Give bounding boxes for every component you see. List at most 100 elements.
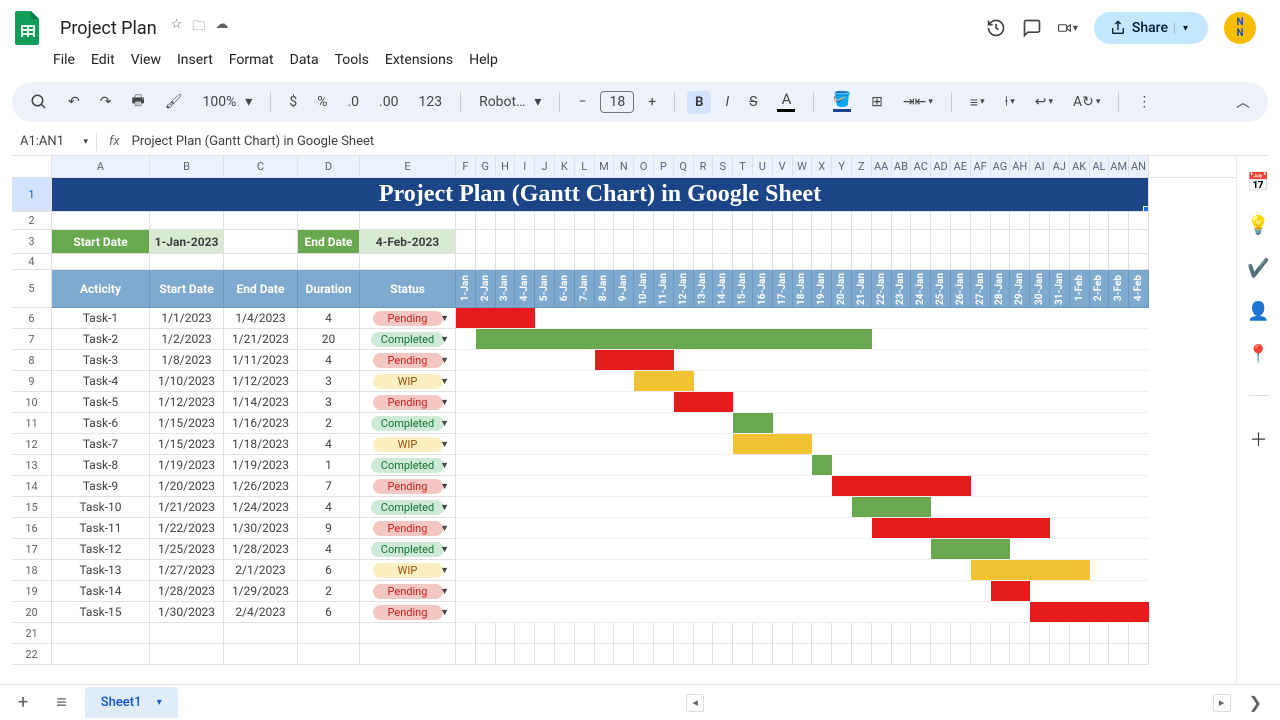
- history-icon[interactable]: [986, 18, 1006, 38]
- scroll-left-button[interactable]: ◂: [686, 694, 704, 712]
- bold-button[interactable]: B: [687, 91, 711, 114]
- dropdown-icon[interactable]: ▼: [440, 397, 449, 408]
- more-toolbar-icon[interactable]: ⋮: [1131, 90, 1157, 114]
- task-name[interactable]: Task-9: [52, 476, 150, 497]
- task-name[interactable]: Task-7: [52, 434, 150, 455]
- task-start[interactable]: 1/15/2023: [150, 434, 224, 455]
- cloud-icon[interactable]: ☁: [215, 17, 228, 39]
- menu-view[interactable]: View: [124, 48, 168, 72]
- task-start[interactable]: 1/15/2023: [150, 413, 224, 434]
- search-icon[interactable]: [24, 89, 54, 115]
- menu-insert[interactable]: Insert: [170, 48, 220, 72]
- task-status[interactable]: Pending ▼: [360, 581, 456, 602]
- task-status[interactable]: Pending ▼: [360, 602, 456, 623]
- task-name[interactable]: Task-2: [52, 329, 150, 350]
- dropdown-icon[interactable]: ▼: [440, 418, 449, 429]
- task-end[interactable]: 1/12/2023: [224, 371, 298, 392]
- task-start[interactable]: 1/28/2023: [150, 581, 224, 602]
- task-start[interactable]: 1/10/2023: [150, 371, 224, 392]
- dropdown-icon[interactable]: ▼: [440, 565, 449, 576]
- task-duration[interactable]: 4: [298, 434, 360, 455]
- comment-icon[interactable]: [1022, 18, 1042, 38]
- task-end[interactable]: 1/24/2023: [224, 497, 298, 518]
- task-end[interactable]: 2/1/2023: [224, 560, 298, 581]
- borders-button[interactable]: ⊞: [865, 90, 889, 114]
- task-end[interactable]: 1/19/2023: [224, 455, 298, 476]
- dropdown-icon[interactable]: ▼: [440, 523, 449, 534]
- task-name[interactable]: Task-8: [52, 455, 150, 476]
- task-end[interactable]: 1/14/2023: [224, 392, 298, 413]
- task-status[interactable]: Completed ▼: [360, 413, 456, 434]
- dropdown-icon[interactable]: ▼: [440, 607, 449, 618]
- task-start[interactable]: 1/12/2023: [150, 392, 224, 413]
- task-end[interactable]: 1/18/2023: [224, 434, 298, 455]
- sheets-logo[interactable]: [8, 8, 48, 48]
- dropdown-icon[interactable]: ▼: [440, 502, 449, 513]
- name-box[interactable]: A1:AN1▾: [12, 134, 96, 149]
- task-name[interactable]: Task-1: [52, 308, 150, 329]
- collapse-toolbar-icon[interactable]: ︿: [1230, 88, 1256, 116]
- task-duration[interactable]: 6: [298, 560, 360, 581]
- menu-format[interactable]: Format: [222, 48, 281, 72]
- task-end[interactable]: 1/11/2023: [224, 350, 298, 371]
- dropdown-icon[interactable]: ▼: [440, 460, 449, 471]
- task-status[interactable]: Pending ▼: [360, 350, 456, 371]
- task-start[interactable]: 1/21/2023: [150, 497, 224, 518]
- task-status[interactable]: Completed ▼: [360, 329, 456, 350]
- document-name[interactable]: Project Plan: [56, 16, 161, 41]
- task-duration[interactable]: 4: [298, 497, 360, 518]
- task-start[interactable]: 1/2/2023: [150, 329, 224, 350]
- task-duration[interactable]: 2: [298, 413, 360, 434]
- task-name[interactable]: Task-11: [52, 518, 150, 539]
- dropdown-icon[interactable]: ▼: [440, 376, 449, 387]
- task-status[interactable]: Completed ▼: [360, 455, 456, 476]
- task-start[interactable]: 1/8/2023: [150, 350, 224, 371]
- dropdown-icon[interactable]: ▼: [440, 544, 449, 555]
- task-status[interactable]: WIP ▼: [360, 371, 456, 392]
- currency-icon[interactable]: $: [283, 90, 303, 114]
- task-start[interactable]: 1/19/2023: [150, 455, 224, 476]
- font-size[interactable]: 18: [600, 91, 634, 113]
- task-duration[interactable]: 3: [298, 392, 360, 413]
- title-cell[interactable]: Project Plan (Gantt Chart) in Google She…: [52, 178, 1149, 212]
- task-end[interactable]: 1/26/2023: [224, 476, 298, 497]
- task-duration[interactable]: 7: [298, 476, 360, 497]
- paint-format-icon[interactable]: 🖌: [159, 90, 189, 114]
- menu-edit[interactable]: Edit: [84, 48, 122, 72]
- maps-icon[interactable]: 📍: [1247, 344, 1269, 365]
- print-icon[interactable]: 🖶: [125, 86, 150, 118]
- task-name[interactable]: Task-13: [52, 560, 150, 581]
- task-start[interactable]: 1/27/2023: [150, 560, 224, 581]
- contacts-icon[interactable]: 👤: [1247, 301, 1269, 322]
- task-start[interactable]: 1/30/2023: [150, 602, 224, 623]
- task-status[interactable]: Completed ▼: [360, 497, 456, 518]
- task-duration[interactable]: 1: [298, 455, 360, 476]
- task-end[interactable]: 1/4/2023: [224, 308, 298, 329]
- merge-button[interactable]: ⇥⇤▾: [897, 90, 939, 114]
- zoom[interactable]: 100% ▾: [196, 90, 258, 114]
- meet-icon[interactable]: ▾: [1058, 18, 1078, 38]
- dropdown-icon[interactable]: ▼: [440, 481, 449, 492]
- text-color-button[interactable]: A: [771, 88, 801, 116]
- menu-data[interactable]: Data: [283, 48, 326, 72]
- calendar-icon[interactable]: 📅: [1247, 172, 1269, 193]
- add-icon[interactable]: ＋: [1250, 426, 1268, 452]
- dropdown-icon[interactable]: ▼: [440, 334, 449, 345]
- task-duration[interactable]: 20: [298, 329, 360, 350]
- task-end[interactable]: 2/4/2023: [224, 602, 298, 623]
- menu-file[interactable]: File: [46, 48, 82, 72]
- task-duration[interactable]: 4: [298, 308, 360, 329]
- task-name[interactable]: Task-6: [52, 413, 150, 434]
- redo-icon[interactable]: ↷: [94, 90, 118, 114]
- v-align-button[interactable]: ⍿▾: [999, 90, 1021, 114]
- dropdown-icon[interactable]: ▼: [440, 439, 449, 450]
- add-sheet-button[interactable]: +: [8, 686, 38, 719]
- task-status[interactable]: Completed ▼: [360, 539, 456, 560]
- task-end[interactable]: 1/28/2023: [224, 539, 298, 560]
- task-name[interactable]: Task-12: [52, 539, 150, 560]
- task-duration[interactable]: 9: [298, 518, 360, 539]
- task-status[interactable]: WIP ▼: [360, 560, 456, 581]
- task-end[interactable]: 1/29/2023: [224, 581, 298, 602]
- task-name[interactable]: Task-14: [52, 581, 150, 602]
- task-start[interactable]: 1/20/2023: [150, 476, 224, 497]
